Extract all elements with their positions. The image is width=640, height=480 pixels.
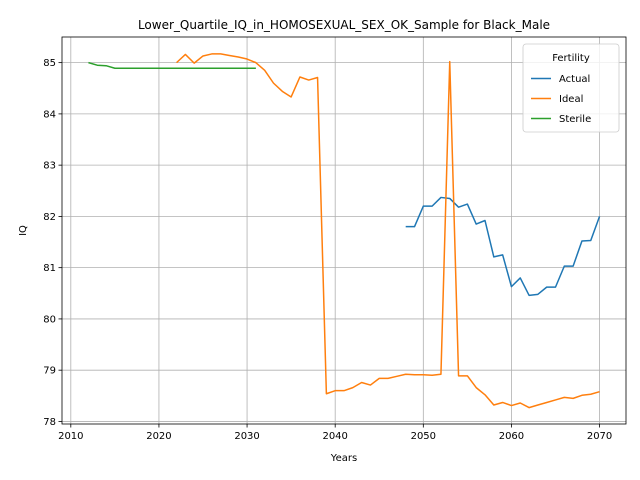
series-line-actual <box>405 196 601 297</box>
x-tick-label: 2060 <box>499 431 524 442</box>
plot-frame <box>61 36 627 425</box>
y-axis-label: IQ <box>18 225 29 236</box>
legend-label-sterile: Sterile <box>559 114 591 125</box>
y-tick-label: 84 <box>43 109 56 120</box>
y-tick-label: 81 <box>43 263 56 274</box>
x-axis-label: Years <box>330 453 357 464</box>
grid <box>62 37 626 424</box>
ticks: 2010 2020 2030 2040 2050 2060 2070 78 79 80 81 82 83… <box>43 58 612 442</box>
x-tick-label: 2050 <box>411 431 436 442</box>
y-tick-label: 78 <box>43 417 56 428</box>
y-tick-label: 85 <box>43 58 56 69</box>
chart-title: Lower_Quartile_IQ_in_HOMOSEXUAL_SEX_OK_S… <box>138 18 550 32</box>
legend: Fertility Actual Ideal Sterile <box>522 43 620 133</box>
legend-title: Fertility <box>552 53 590 64</box>
x-tick-label: 2070 <box>587 431 612 442</box>
legend-box <box>522 43 620 133</box>
x-tick-label: 2020 <box>146 431 171 442</box>
y-tick-label: 79 <box>43 366 56 377</box>
x-tick-label: 2010 <box>58 431 83 442</box>
y-tick-label: 82 <box>43 212 56 223</box>
series-lines <box>88 53 601 409</box>
y-tick-label: 80 <box>43 314 56 325</box>
y-tick-label: 83 <box>43 161 56 172</box>
legend-label-ideal: Ideal <box>559 94 583 105</box>
series-line-sterile <box>88 61 256 70</box>
legend-label-actual: Actual <box>559 74 590 85</box>
x-tick-label: 2030 <box>234 431 259 442</box>
x-tick-label: 2040 <box>322 431 347 442</box>
series-line-ideal <box>176 53 600 409</box>
